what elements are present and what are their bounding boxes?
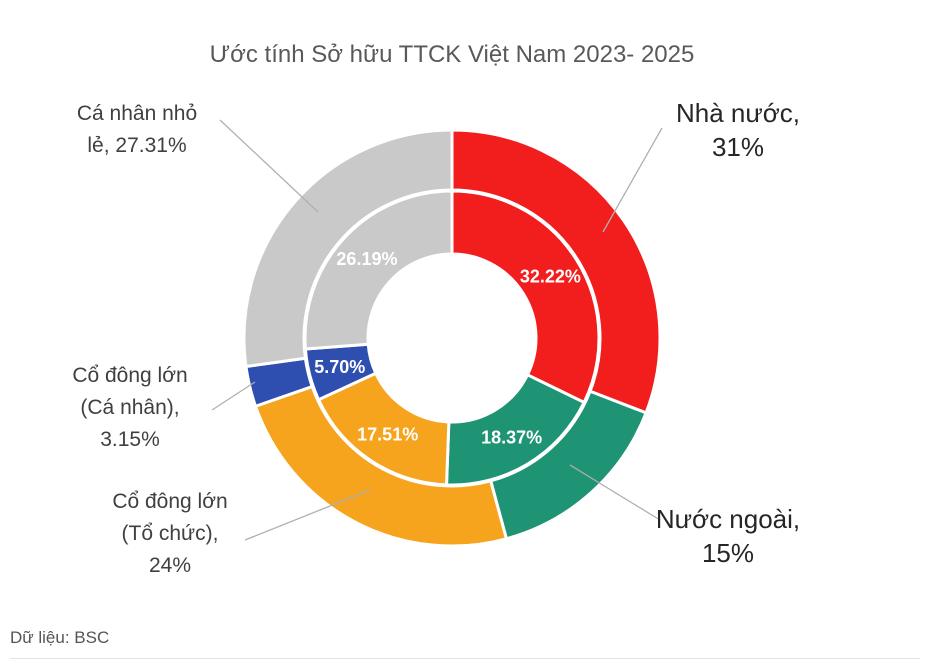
inner-ring bbox=[303, 189, 601, 487]
outer-data-label-1: Nước ngoài, 15% bbox=[656, 504, 800, 568]
inner-data-label-2: 17.51% bbox=[357, 425, 418, 445]
outer-data-label-3: Cổ đông lớn (Cá nhân), 3.15% bbox=[72, 364, 187, 451]
leader-line-4 bbox=[219, 119, 319, 213]
leader-line-0 bbox=[602, 127, 663, 233]
leader-line-3 bbox=[211, 381, 256, 411]
inner-data-label-4: 26.19% bbox=[336, 249, 397, 269]
inner-data-label-1: 18.37% bbox=[481, 428, 542, 448]
inner-data-label-0: 32.22% bbox=[520, 267, 581, 287]
inner-slice-0 bbox=[450, 189, 601, 405]
leader-lines bbox=[211, 119, 663, 541]
outer-labels: Nhà nước, 31% Nước ngoài, 15% Cổ đông lớn (Tổ… bbox=[72, 98, 800, 577]
outer-data-label-0: Nhà nước, 31% bbox=[676, 98, 800, 162]
footer-divider bbox=[10, 658, 920, 659]
leader-line-2 bbox=[244, 489, 371, 541]
source-note: Dữ liệu: BSC bbox=[10, 628, 110, 647]
outer-data-label-4: Cá nhân nhỏ lẻ, 27.31% bbox=[77, 102, 197, 157]
inner-slice-4 bbox=[303, 189, 454, 351]
chart-title: Ước tính Sở hữu TTCK Việt Nam 2023- 2025 bbox=[210, 41, 695, 68]
outer-data-label-2: Cổ đông lớn (Tổ chức), 24% bbox=[112, 490, 227, 577]
inner-data-label-3: 5.70% bbox=[314, 357, 365, 377]
leader-line-1 bbox=[569, 464, 661, 521]
inner-labels: 32.22% 18.37% 17.51% 5.70% 26.19% bbox=[314, 249, 581, 447]
